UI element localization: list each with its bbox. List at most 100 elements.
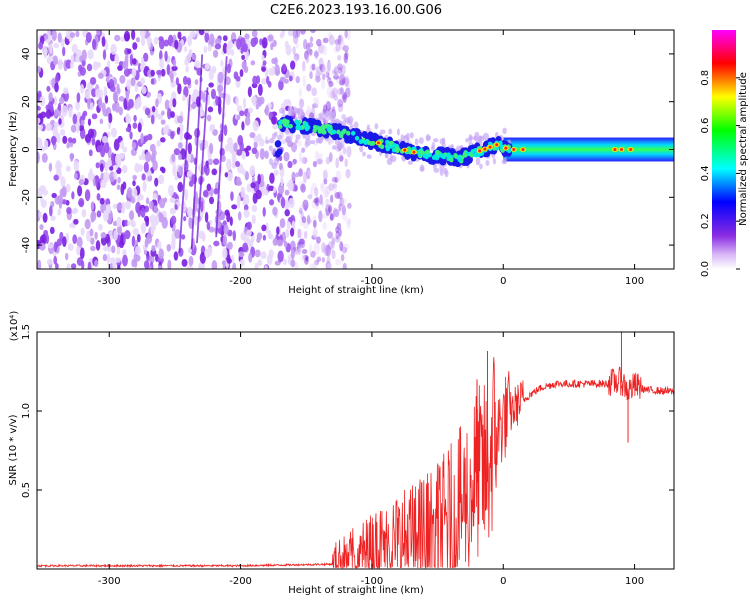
noise-blob [337,103,344,113]
noise-blob [203,164,208,173]
noise-blob [313,97,318,104]
noise-blob [295,76,301,84]
track-hotspot-peak [488,145,492,149]
noise-blob [251,147,258,155]
noise-blob [70,263,77,269]
noise-blob [103,171,110,183]
colorbar-label: Normalized spectral amplitude [738,72,749,226]
noise-blob [158,211,163,220]
noise-blob [87,81,92,91]
noise-blob [53,255,58,265]
noise-blob [344,50,349,60]
noise-blob [143,135,149,142]
track-blob [275,140,282,148]
noise-blob [230,191,234,202]
noise-blob [215,95,219,106]
noise-blob [318,63,323,70]
noise-blob [116,216,122,228]
noise-blob [89,76,97,85]
noise-blob [290,60,296,70]
noise-blob [211,260,218,269]
track-hotspot-peak [403,148,407,152]
noise-blob [314,150,319,161]
noise-blob [140,132,144,144]
noise-blob [312,228,318,238]
noise-blob [49,226,55,235]
y-tick-label: 0 [21,146,32,152]
noise-blob [346,145,352,158]
noise-blob [336,65,342,77]
noise-blob [307,42,314,48]
noise-blob [279,218,286,229]
noise-blob [50,215,56,221]
track-hotspot-peak [412,150,416,154]
noise-blob [299,98,305,105]
noise-blob [278,162,283,171]
noise-blob [102,245,109,252]
noise-blob [283,78,289,84]
noise-blob [47,101,54,111]
noise-blob [76,236,83,249]
noise-blob [278,79,284,91]
track-core [457,157,462,163]
noise-blob [323,190,330,198]
track-haze [295,134,301,140]
track-haze [396,128,400,136]
noise-blob [283,241,288,248]
snr-series [37,332,674,569]
noise-blob [73,160,79,172]
noise-blob [100,235,107,246]
noise-blob [61,186,67,198]
noise-blob [167,259,172,269]
noise-blob [283,151,290,162]
noise-blob [308,243,313,254]
track-core [339,133,344,139]
noise-blob [95,88,102,98]
noise-blob [236,114,241,121]
noise-blob [122,181,127,190]
track-haze [318,112,324,120]
noise-blob [70,124,77,133]
noise-blob [111,245,116,254]
track-blob [347,136,354,144]
noise-blob [261,66,267,72]
noise-blob [343,243,350,250]
noise-blob [287,216,294,223]
colorbar-tick-label: 0.0 [700,261,711,277]
noise-blob [256,237,261,243]
snr-y-label: SNR (10 * v/v) [8,414,19,485]
noise-blob [84,90,91,100]
noise-blob [207,44,212,52]
noise-blob [294,261,299,269]
noise-blob [177,153,182,161]
track-blob [404,152,411,160]
track-blob [336,123,343,131]
noise-blob [204,31,210,43]
noise-blob [339,40,346,51]
noise-blob [158,36,164,42]
noise-blob [174,204,178,210]
noise-blob [123,30,131,42]
noise-blob [112,203,118,209]
noise-blob [251,204,258,213]
noise-blob [280,176,284,187]
noise-blob [246,221,252,231]
noise-blob [71,43,78,54]
track-haze [273,131,278,137]
track-core [278,120,283,126]
noise-blob [244,171,249,181]
noise-blob [320,182,325,189]
noise-blob [340,243,346,254]
track-blob [274,150,281,158]
noise-blob [330,248,334,254]
noise-blob [291,142,298,153]
noise-blob [150,69,155,77]
spectrogram-x-ticks: -300 -200 -100 0 100 [98,30,644,287]
noise-blob [194,90,200,97]
noise-blob [338,79,345,86]
noise-blob [157,113,163,120]
noise-blob [131,30,136,40]
noise-blob [307,218,312,224]
noise-blob [57,58,63,70]
